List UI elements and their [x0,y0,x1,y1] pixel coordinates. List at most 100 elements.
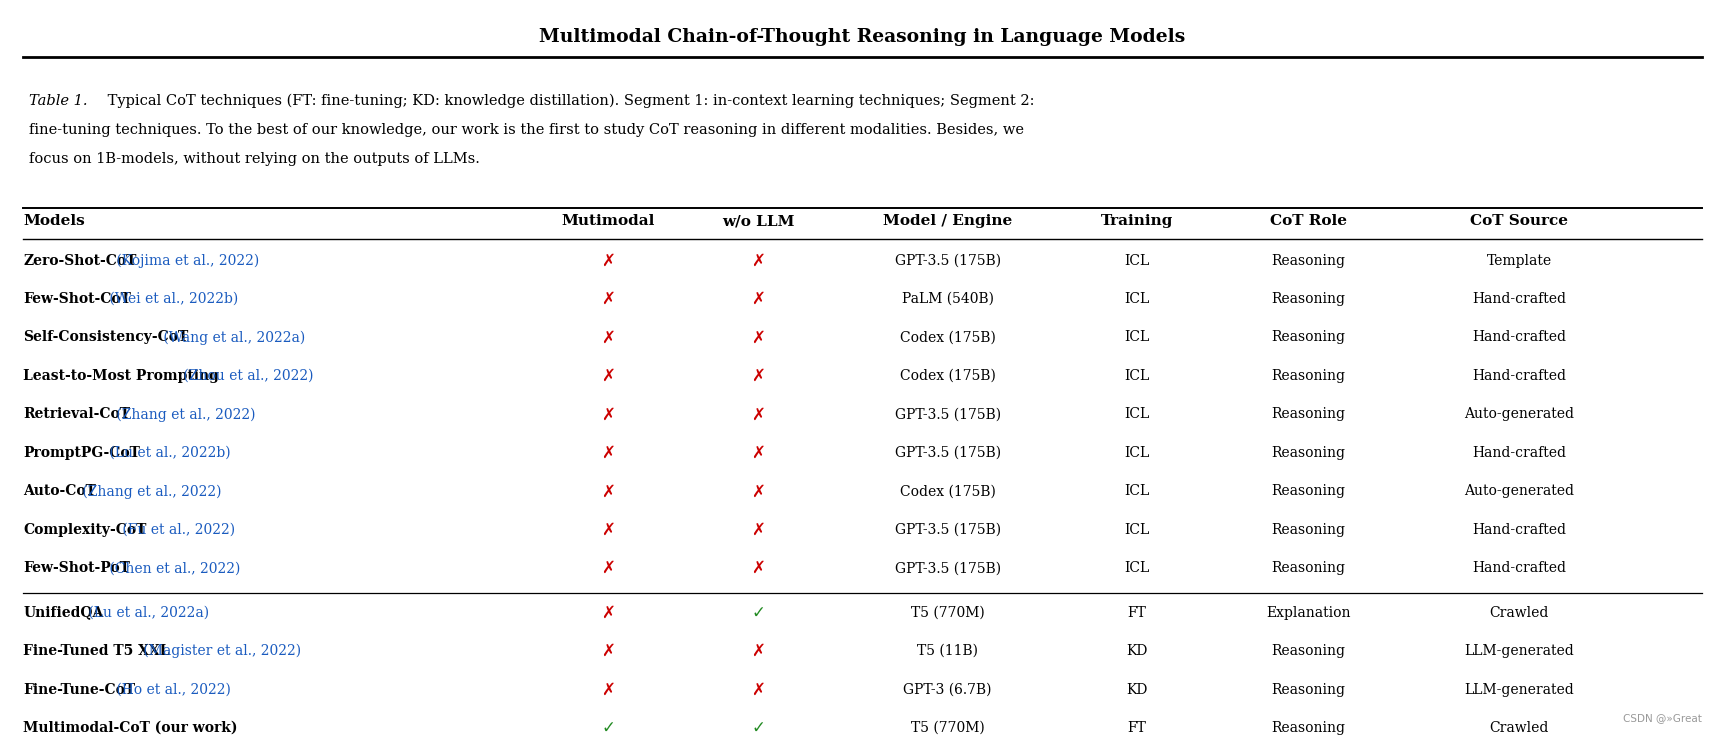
Text: Hand-crafted: Hand-crafted [1473,523,1566,536]
Text: CoT Role: CoT Role [1270,215,1347,229]
Text: LLM-generated: LLM-generated [1465,644,1575,658]
Text: ICL: ICL [1125,331,1149,345]
Text: Crawled: Crawled [1490,605,1549,619]
Text: (Fu et al., 2022): (Fu et al., 2022) [119,523,235,536]
Text: (Lu et al., 2022a): (Lu et al., 2022a) [85,605,209,619]
Text: ✗: ✗ [600,406,614,423]
Text: (Ho et al., 2022): (Ho et al., 2022) [112,682,231,696]
Text: ✗: ✗ [600,604,614,622]
Text: Codex (175B): Codex (175B) [900,331,995,345]
Text: Fine-Tune-CoT: Fine-Tune-CoT [24,682,136,696]
Text: Hand-crafted: Hand-crafted [1473,331,1566,345]
Text: ✓: ✓ [752,719,766,737]
Text: Hand-crafted: Hand-crafted [1473,292,1566,306]
Text: Reasoning: Reasoning [1271,408,1346,421]
Text: GPT-3 (6.7B): GPT-3 (6.7B) [904,682,992,696]
Text: ✗: ✗ [752,482,766,500]
Text: ICL: ICL [1125,446,1149,460]
Text: (Wang et al., 2022a): (Wang et al., 2022a) [159,330,305,345]
Text: ✗: ✗ [752,290,766,308]
Text: PromptPG-CoT: PromptPG-CoT [24,446,140,460]
Text: KD: KD [1126,644,1147,658]
Text: (Magister et al., 2022): (Magister et al., 2022) [138,644,300,659]
Text: Reasoning: Reasoning [1271,292,1346,306]
Text: Reasoning: Reasoning [1271,369,1346,383]
Text: Reasoning: Reasoning [1271,721,1346,735]
Text: Auto-generated: Auto-generated [1465,485,1575,498]
Text: CSDN @»Great: CSDN @»Great [1623,713,1701,723]
Text: ✗: ✗ [752,521,766,539]
Text: (Chen et al., 2022): (Chen et al., 2022) [105,562,240,575]
Text: Fine-Tuned T5 XXL: Fine-Tuned T5 XXL [24,644,169,658]
Text: ✗: ✗ [752,252,766,269]
Text: ✗: ✗ [752,406,766,423]
Text: w/o LLM: w/o LLM [723,215,795,229]
Text: (Zhou et al., 2022): (Zhou et al., 2022) [179,369,314,383]
Text: ICL: ICL [1125,254,1149,268]
Text: GPT-3.5 (175B): GPT-3.5 (175B) [895,254,1000,268]
Text: ✗: ✗ [600,642,614,660]
Text: ✗: ✗ [752,444,766,462]
Text: fine-tuning techniques. To the best of our knowledge, our work is the first to s: fine-tuning techniques. To the best of o… [29,123,1023,137]
Text: ✗: ✗ [600,290,614,308]
Text: ✗: ✗ [600,444,614,462]
Text: (Wei et al., 2022b): (Wei et al., 2022b) [105,292,238,306]
Text: ✗: ✗ [752,559,766,577]
Text: Template: Template [1487,254,1552,268]
Text: (Zhang et al., 2022): (Zhang et al., 2022) [112,407,255,422]
Text: T5 (770M): T5 (770M) [911,605,985,619]
Text: Retrieval-CoT: Retrieval-CoT [24,408,131,421]
Text: Crawled: Crawled [1490,721,1549,735]
Text: LLM-generated: LLM-generated [1465,682,1575,696]
Text: ✗: ✗ [600,252,614,269]
Text: ✗: ✗ [752,329,766,346]
Text: Codex (175B): Codex (175B) [900,485,995,498]
Text: Least-to-Most Prompting: Least-to-Most Prompting [24,369,219,383]
Text: ICL: ICL [1125,485,1149,498]
Text: Reasoning: Reasoning [1271,523,1346,536]
Text: Models: Models [24,215,85,229]
Text: ✗: ✗ [600,482,614,500]
Text: ✗: ✗ [600,559,614,577]
Text: (Kojima et al., 2022): (Kojima et al., 2022) [112,253,259,268]
Text: Reasoning: Reasoning [1271,254,1346,268]
Text: ✗: ✗ [752,367,766,385]
Text: T5 (770M): T5 (770M) [911,721,985,735]
Text: Reasoning: Reasoning [1271,644,1346,658]
Text: Few-Shot-PoT: Few-Shot-PoT [24,562,131,575]
Text: ICL: ICL [1125,369,1149,383]
Text: ✗: ✗ [600,681,614,699]
Text: ✗: ✗ [600,521,614,539]
Text: Multimodal Chain-of-Thought Reasoning in Language Models: Multimodal Chain-of-Thought Reasoning in… [540,28,1185,46]
Text: GPT-3.5 (175B): GPT-3.5 (175B) [895,446,1000,460]
Text: Mutimodal: Mutimodal [561,215,656,229]
Text: Table 1.: Table 1. [29,93,86,107]
Text: Complexity-CoT: Complexity-CoT [24,523,147,536]
Text: Reasoning: Reasoning [1271,331,1346,345]
Text: Reasoning: Reasoning [1271,682,1346,696]
Text: Reasoning: Reasoning [1271,446,1346,460]
Text: focus on 1B-models, without relying on the outputs of LLMs.: focus on 1B-models, without relying on t… [29,152,480,166]
Text: Explanation: Explanation [1266,605,1351,619]
Text: ✓: ✓ [752,604,766,622]
Text: Few-Shot-CoT: Few-Shot-CoT [24,292,131,306]
Text: Auto-generated: Auto-generated [1465,408,1575,421]
Text: GPT-3.5 (175B): GPT-3.5 (175B) [895,523,1000,536]
Text: Codex (175B): Codex (175B) [900,369,995,383]
Text: UnifiedQA: UnifiedQA [24,605,104,619]
Text: ✗: ✗ [600,367,614,385]
Text: ✗: ✗ [752,681,766,699]
Text: Typical CoT techniques (FT: fine-tuning; KD: knowledge distillation). Segment 1:: Typical CoT techniques (FT: fine-tuning;… [102,93,1033,108]
Text: GPT-3.5 (175B): GPT-3.5 (175B) [895,562,1000,575]
Text: (Lu et al., 2022b): (Lu et al., 2022b) [105,446,231,460]
Text: ✓: ✓ [600,719,614,737]
Text: Hand-crafted: Hand-crafted [1473,562,1566,575]
Text: GPT-3.5 (175B): GPT-3.5 (175B) [895,408,1000,421]
Text: KD: KD [1126,682,1147,696]
Text: T5 (11B): T5 (11B) [918,644,978,658]
Text: Zero-Shot-CoT: Zero-Shot-CoT [24,254,136,268]
Text: Auto-CoT: Auto-CoT [24,485,97,498]
Text: (Zhang et al., 2022): (Zhang et al., 2022) [78,484,221,499]
Text: CoT Source: CoT Source [1470,215,1568,229]
Text: Training: Training [1101,215,1173,229]
